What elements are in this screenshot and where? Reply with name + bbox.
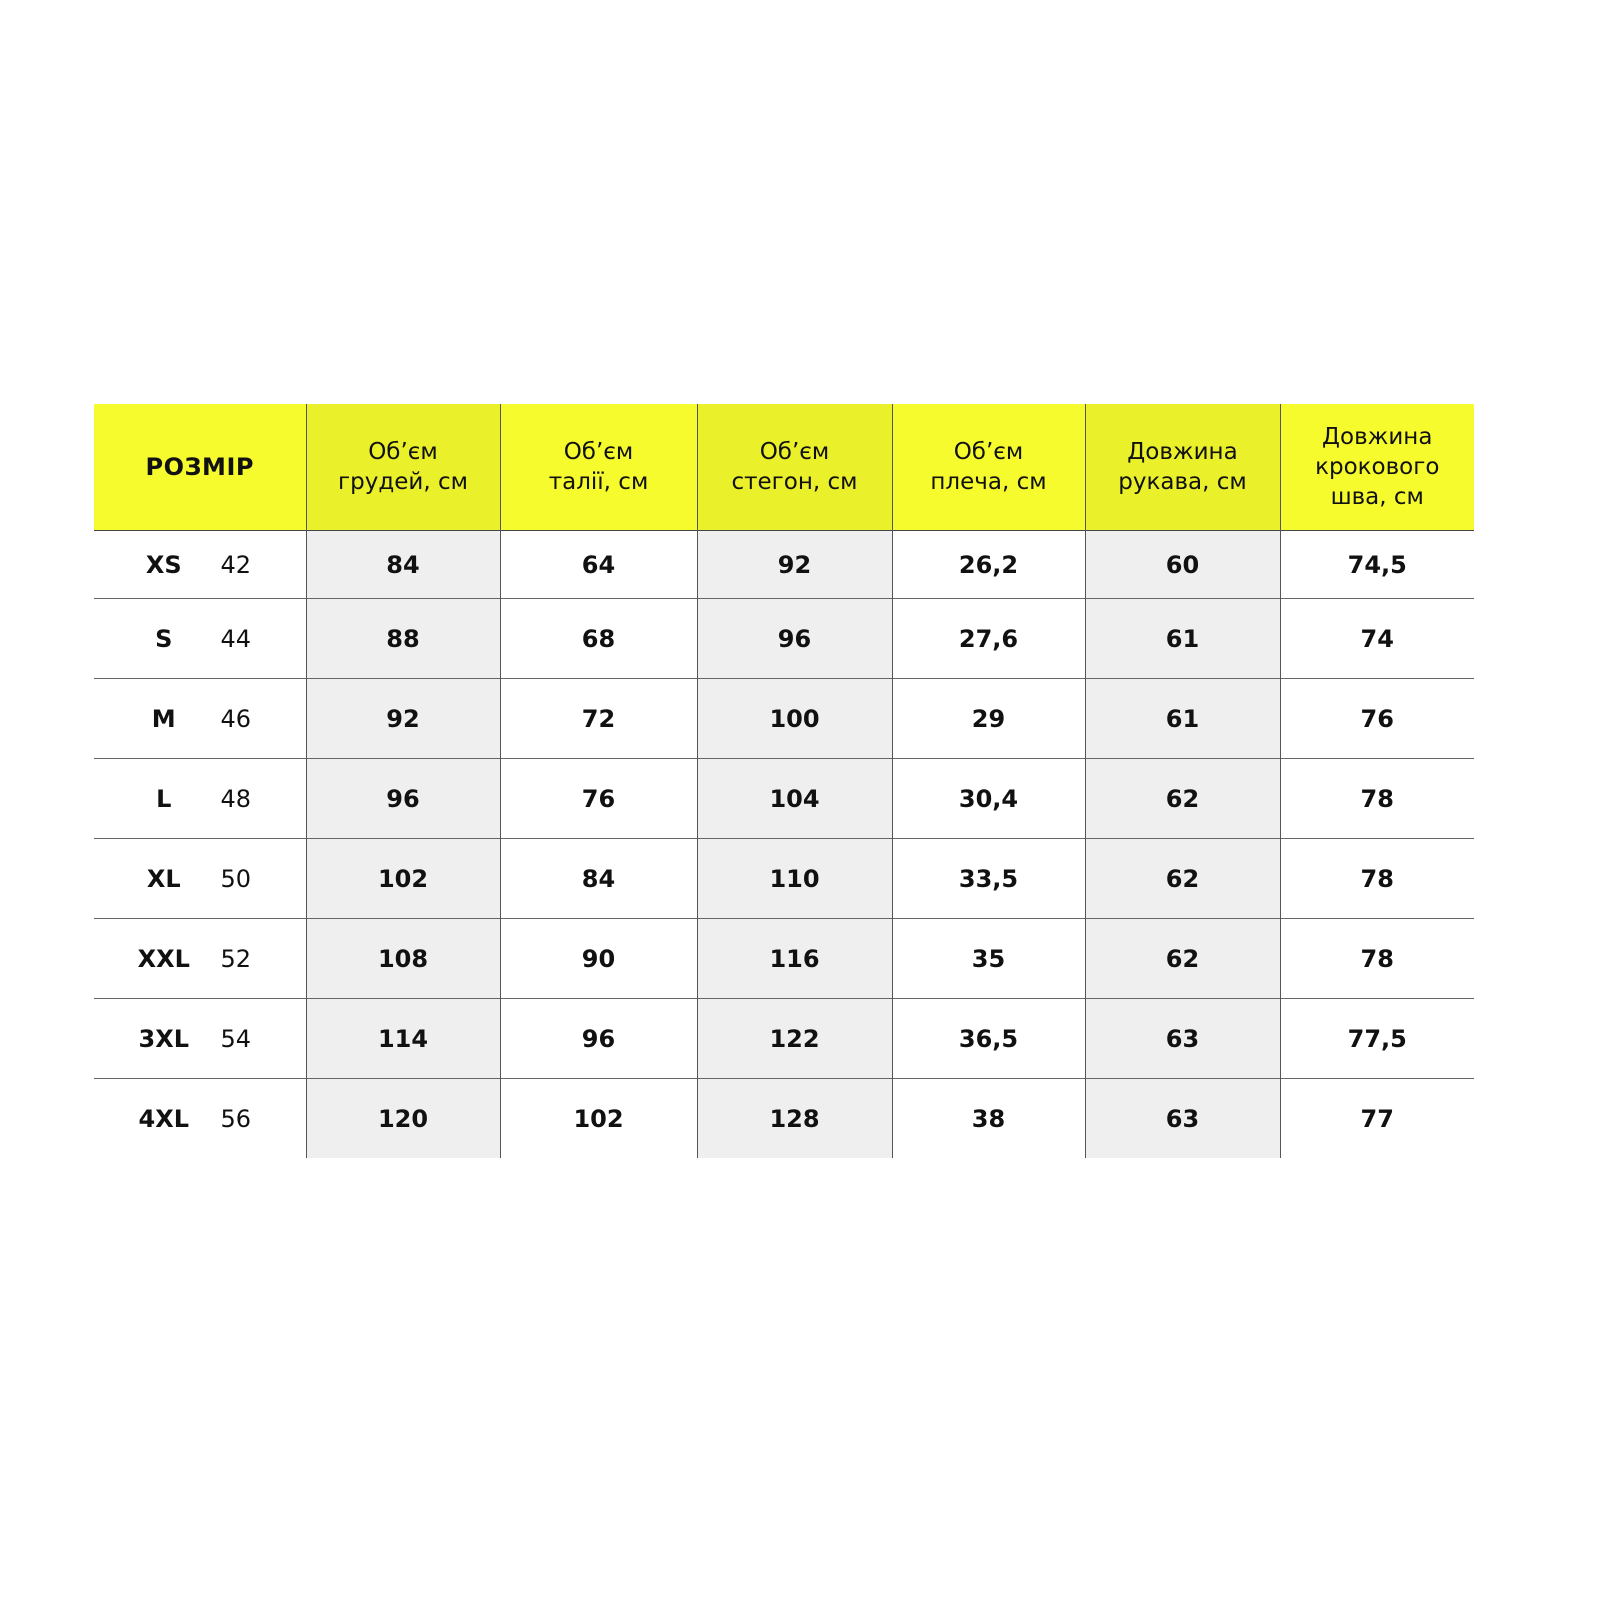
- column-header-label: Об’єм стегон, см: [731, 439, 858, 495]
- measurement-cell: 68: [499, 598, 697, 679]
- measurement-cell: 76: [1279, 678, 1474, 759]
- size-cell: XL 50: [94, 838, 306, 919]
- column-header-label: РОЗМІР: [145, 453, 254, 481]
- size-cell: 3XL 54: [94, 998, 306, 1079]
- measurement-cell: 92: [696, 530, 892, 599]
- measurement-cell: 110: [696, 838, 892, 919]
- measurement-cell: 60: [1084, 530, 1280, 599]
- measurement-cell: 77: [1279, 1078, 1474, 1158]
- column-header-label: Об’єм плеча, см: [930, 439, 1047, 495]
- size-cell: M 46: [94, 678, 306, 759]
- measurement-cell: 84: [499, 838, 697, 919]
- measurement-cell: 62: [1084, 758, 1280, 839]
- column-header: Довжина рукава, см: [1084, 404, 1280, 531]
- measurement-cell: 92: [305, 678, 500, 759]
- measurement-cell: 29: [891, 678, 1085, 759]
- size-label: 4XL: [138, 1104, 190, 1133]
- measurement-cell: 36,5: [891, 998, 1085, 1079]
- measurement-cell: 76: [499, 758, 697, 839]
- measurement-cell: 63: [1084, 1078, 1280, 1158]
- size-label: S: [155, 624, 173, 653]
- measurement-cell: 72: [499, 678, 697, 759]
- measurement-cell: 77,5: [1279, 998, 1474, 1079]
- column-header: Об’єм плеча, см: [891, 404, 1085, 531]
- measurement-cell: 122: [696, 998, 892, 1079]
- measurement-cell: 33,5: [891, 838, 1085, 919]
- measurement-cell: 61: [1084, 598, 1280, 679]
- measurement-cell: 38: [891, 1078, 1085, 1158]
- table-row: 3XL 54 114 96 122 36,5 63 77,5: [94, 998, 1474, 1079]
- size-number: 50: [220, 864, 252, 893]
- measurement-cell: 120: [305, 1078, 500, 1158]
- measurement-cell: 78: [1279, 918, 1474, 999]
- table-row: S 44 88 68 96 27,6 61 74: [94, 598, 1474, 679]
- column-header-label: Об’єм грудей, см: [338, 439, 468, 495]
- table-row: XXL 52 108 90 116 35 62 78: [94, 918, 1474, 999]
- measurement-cell: 84: [305, 530, 500, 599]
- size-label: XS: [145, 550, 182, 579]
- measurement-cell: 62: [1084, 918, 1280, 999]
- measurement-cell: 35: [891, 918, 1085, 999]
- measurement-cell: 27,6: [891, 598, 1085, 679]
- size-label: XL: [146, 864, 181, 893]
- size-cell: L 48: [94, 758, 306, 839]
- size-number: 48: [220, 784, 252, 813]
- measurement-cell: 88: [305, 598, 500, 679]
- measurement-cell: 62: [1084, 838, 1280, 919]
- column-header-label: Довжина рукава, см: [1118, 439, 1247, 495]
- column-header-label: Довжина крокового шва, см: [1315, 424, 1440, 510]
- size-cell: S 44: [94, 598, 306, 679]
- header-row: РОЗМІР Об’єм грудей, см Об’єм талії, см Об’…: [94, 404, 1474, 531]
- column-header: Довжина крокового шва, см: [1279, 404, 1474, 531]
- column-header: РОЗМІР: [94, 404, 306, 531]
- table-row: XS 42 84 64 92 26,2 60 74,5: [94, 530, 1474, 599]
- measurement-cell: 108: [305, 918, 500, 999]
- column-header: Об’єм талії, см: [499, 404, 697, 531]
- measurement-cell: 114: [305, 998, 500, 1079]
- size-number: 46: [220, 704, 252, 733]
- measurement-cell: 90: [499, 918, 697, 999]
- table-row: XL 50 102 84 110 33,5 62 78: [94, 838, 1474, 919]
- size-number: 44: [220, 624, 252, 653]
- size-number: 52: [220, 944, 252, 973]
- table-row: L 48 96 76 104 30,4 62 78: [94, 758, 1474, 839]
- measurement-cell: 100: [696, 678, 892, 759]
- measurement-cell: 30,4: [891, 758, 1085, 839]
- measurement-cell: 26,2: [891, 530, 1085, 599]
- size-number: 42: [220, 550, 252, 579]
- size-cell: XXL 52: [94, 918, 306, 999]
- measurement-cell: 61: [1084, 678, 1280, 759]
- size-number: 56: [220, 1104, 252, 1133]
- measurement-cell: 74: [1279, 598, 1474, 679]
- size-label: L: [156, 784, 172, 813]
- column-header: Об’єм стегон, см: [696, 404, 892, 531]
- measurement-cell: 96: [696, 598, 892, 679]
- measurement-cell: 128: [696, 1078, 892, 1158]
- size-cell: XS 42: [94, 530, 306, 599]
- size-chart-table: РОЗМІР Об’єм грудей, см Об’єм талії, см Об’…: [94, 404, 1474, 1158]
- size-cell: 4XL 56: [94, 1078, 306, 1158]
- column-header: Об’єм грудей, см: [305, 404, 500, 531]
- measurement-cell: 64: [499, 530, 697, 599]
- measurement-cell: 74,5: [1279, 530, 1474, 599]
- measurement-cell: 96: [499, 998, 697, 1079]
- measurement-cell: 104: [696, 758, 892, 839]
- measurement-cell: 78: [1279, 758, 1474, 839]
- measurement-cell: 63: [1084, 998, 1280, 1079]
- size-label: M: [151, 704, 176, 733]
- column-header-label: Об’єм талії, см: [548, 439, 649, 495]
- measurement-cell: 116: [696, 918, 892, 999]
- table-row: M 46 92 72 100 29 61 76: [94, 678, 1474, 759]
- measurement-cell: 102: [305, 838, 500, 919]
- size-label: XXL: [137, 944, 190, 973]
- measurement-cell: 96: [305, 758, 500, 839]
- measurement-cell: 102: [499, 1078, 697, 1158]
- table-row: 4XL 56 120 102 128 38 63 77: [94, 1078, 1474, 1158]
- size-number: 54: [220, 1024, 252, 1053]
- size-label: 3XL: [138, 1024, 190, 1053]
- measurement-cell: 78: [1279, 838, 1474, 919]
